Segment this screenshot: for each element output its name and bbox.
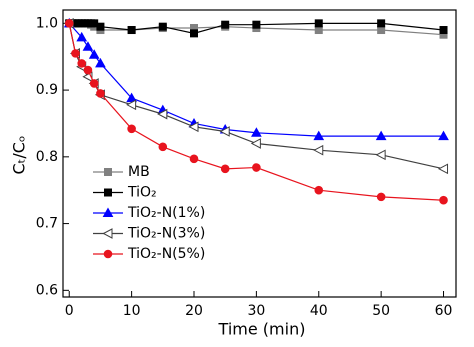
marker xyxy=(437,163,449,175)
marker xyxy=(439,26,448,35)
marker xyxy=(96,89,105,98)
x-axis-title: Time (min) xyxy=(218,320,306,339)
marker xyxy=(89,79,99,88)
marker xyxy=(252,20,261,29)
x-tick-label: 20 xyxy=(185,303,203,319)
marker xyxy=(76,31,88,42)
marker xyxy=(127,124,136,134)
x-tick-label: 10 xyxy=(123,303,141,319)
marker xyxy=(376,192,386,202)
marker xyxy=(104,188,112,197)
marker xyxy=(438,130,449,141)
marker xyxy=(95,57,106,68)
marker xyxy=(375,149,386,161)
marker xyxy=(313,144,324,156)
y-tick-label: 0.6 xyxy=(36,282,58,298)
marker xyxy=(126,92,137,103)
marker xyxy=(190,29,198,38)
x-tick-label: 60 xyxy=(435,303,453,319)
marker xyxy=(250,138,261,149)
marker xyxy=(219,126,230,137)
marker xyxy=(439,195,448,205)
legend-label: TiO₂-N(5%) xyxy=(127,246,205,262)
x-tick-label: 0 xyxy=(65,303,74,319)
marker xyxy=(158,22,167,31)
x-tick-label: 30 xyxy=(247,303,265,319)
marker xyxy=(314,185,324,195)
marker xyxy=(313,130,325,141)
marker xyxy=(189,154,199,164)
y-tick-label: 0.8 xyxy=(36,149,58,165)
marker xyxy=(71,49,80,58)
y-tick-label: 1.0 xyxy=(36,15,58,31)
marker xyxy=(127,26,136,35)
x-tick-label: 50 xyxy=(372,303,390,319)
marker xyxy=(221,20,230,29)
marker xyxy=(102,207,114,217)
marker xyxy=(377,26,386,35)
series-line xyxy=(68,22,444,137)
legend-label: MB xyxy=(128,164,150,180)
x-tick-label: 40 xyxy=(310,303,328,319)
series-line xyxy=(68,23,444,170)
marker xyxy=(77,59,87,68)
marker xyxy=(314,26,323,35)
y-axis-title: Cₜ/Cₒ xyxy=(10,135,29,174)
marker xyxy=(64,19,74,28)
marker xyxy=(158,142,168,152)
marker xyxy=(377,19,386,28)
y-tick-label: 0.9 xyxy=(36,82,58,98)
marker xyxy=(82,41,94,51)
marker xyxy=(102,228,113,239)
y-tick-label: 0.7 xyxy=(36,216,58,232)
marker xyxy=(157,108,168,120)
marker xyxy=(188,121,199,133)
marker xyxy=(88,49,100,59)
marker xyxy=(252,163,261,172)
marker xyxy=(314,19,323,28)
plot-frame xyxy=(62,9,457,298)
marker xyxy=(96,22,105,31)
marker xyxy=(251,127,262,137)
marker xyxy=(104,168,112,176)
legend-label: TiO₂ xyxy=(127,185,157,201)
marker xyxy=(83,65,93,75)
marker xyxy=(220,164,230,174)
marker xyxy=(126,99,137,111)
marker xyxy=(103,249,113,259)
marker xyxy=(375,130,387,141)
series-line xyxy=(68,23,444,201)
legend-label: TiO₂-N(1%) xyxy=(127,205,205,221)
legend-label: TiO₂-N(3%) xyxy=(127,226,205,242)
